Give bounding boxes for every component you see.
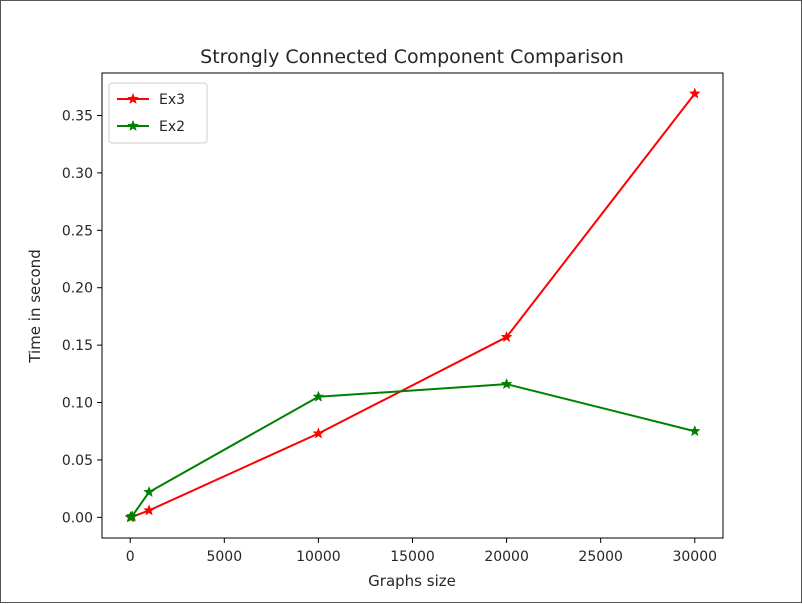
x-tick-label: 25000 xyxy=(578,549,623,565)
x-tick-label: 15000 xyxy=(390,549,435,565)
y-axis-label: Time in second xyxy=(26,249,44,363)
x-tick-label: 20000 xyxy=(484,549,529,565)
y-axis-ticks: 0.00 0.05 0.10 0.15 0.20 0.25 0.30 0.35 xyxy=(62,108,102,526)
chart-title: Strongly Connected Component Comparison xyxy=(200,46,624,68)
legend: Ex3 Ex2 xyxy=(108,82,208,144)
data-point-ex3 xyxy=(312,427,325,439)
x-tick-label: 5000 xyxy=(206,549,242,565)
data-point-ex3 xyxy=(500,330,513,343)
y-tick-label: 0.20 xyxy=(62,281,93,297)
legend-label-ex2: Ex2 xyxy=(159,119,185,135)
data-point-ex2 xyxy=(143,485,155,498)
data-point-ex3 xyxy=(143,504,155,516)
x-axis-ticks: 0 5000 10000 15000 20000 25000 30000 xyxy=(126,538,717,565)
y-tick-label: 0.30 xyxy=(62,166,93,182)
data-point-ex2 xyxy=(312,390,325,402)
y-tick-label: 0.10 xyxy=(62,396,93,412)
y-tick-label: 0.25 xyxy=(62,223,93,239)
data-point-ex2 xyxy=(688,425,701,437)
y-tick-label: 0.00 xyxy=(62,510,93,526)
x-tick-label: 10000 xyxy=(296,549,341,565)
legend-marker-icon xyxy=(127,119,139,132)
x-tick-label: 30000 xyxy=(672,549,717,565)
y-tick-label: 0.05 xyxy=(62,453,93,469)
data-point-ex3 xyxy=(688,87,701,99)
legend-label-ex3: Ex3 xyxy=(159,92,185,108)
legend-box xyxy=(108,82,208,144)
y-tick-label: 0.15 xyxy=(62,338,93,354)
x-axis-label: Graphs size xyxy=(368,572,456,590)
data-point-ex2 xyxy=(500,377,513,390)
data-point-ex2 xyxy=(126,509,139,522)
series-layer xyxy=(124,87,701,523)
x-tick-label: 0 xyxy=(126,549,135,565)
legend-marker-icon xyxy=(127,92,139,105)
y-tick-label: 0.35 xyxy=(62,108,93,124)
